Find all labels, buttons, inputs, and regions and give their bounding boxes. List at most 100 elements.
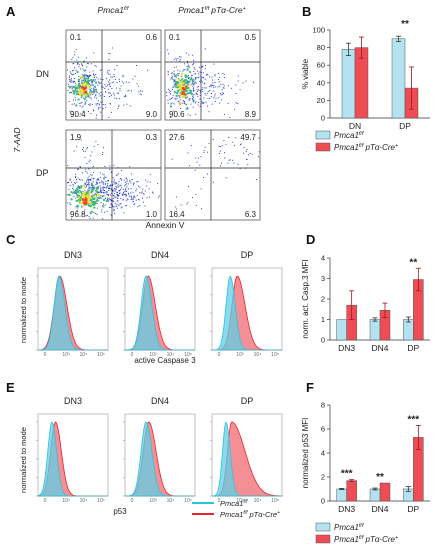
flow-event: [145, 185, 147, 187]
flow-event: [133, 196, 135, 198]
flow-event: [182, 70, 184, 72]
flow-event: [247, 164, 249, 166]
flow-event: [188, 75, 190, 77]
flow-event: [104, 184, 106, 186]
flow-event: [95, 94, 97, 96]
y-axis-label: % viable: [301, 58, 310, 89]
flow-event: [104, 190, 106, 192]
flow-event: [87, 94, 89, 97]
flow-event: [93, 52, 95, 54]
flow-event: [83, 147, 84, 149]
flow-event: [114, 196, 116, 198]
flow-event: [118, 92, 119, 94]
legend-swatch: [315, 534, 331, 544]
flow-event: [85, 85, 87, 88]
flow-event: [75, 84, 77, 86]
flow-event: [97, 178, 99, 180]
flow-event: [116, 174, 118, 176]
flow-event: [140, 90, 141, 92]
flow-event: [125, 177, 127, 179]
flow-event: [188, 66, 190, 68]
flow-event: [128, 188, 129, 190]
flow-event: [202, 90, 204, 92]
flow-event: [180, 204, 182, 206]
flow-event: [131, 90, 132, 92]
flow-event: [233, 162, 235, 164]
flow-event: [188, 77, 190, 79]
flow-event: [84, 74, 86, 76]
flow-event: [117, 200, 119, 202]
flow-event: [75, 139, 77, 141]
flow-event: [90, 85, 92, 87]
flow-event: [201, 77, 203, 79]
flow-event: [187, 81, 189, 83]
hist-c-tick-label: 0: [131, 352, 134, 358]
flow-event: [87, 86, 90, 89]
flow-event: [168, 53, 170, 55]
flow-event: [186, 83, 189, 86]
flow-event: [77, 98, 80, 101]
flow-event: [225, 177, 227, 179]
flow-event: [121, 170, 123, 172]
flow-event: [106, 191, 108, 193]
flow-plot: 0.1 0.6 90.4 9.0: [65, 29, 162, 121]
flow-event: [191, 74, 193, 76]
flow-event: [119, 192, 121, 194]
flow-event: [79, 166, 81, 168]
flow-event: [74, 96, 76, 98]
flow-event: [173, 80, 175, 82]
flow-event: [129, 166, 131, 168]
flow-event: [212, 79, 213, 81]
flow-event: [132, 182, 134, 184]
flow-event: [100, 197, 102, 199]
bar-chart-d: 0 1 2 3 4 norm. act. Casp.3 MFI DN3 DN4 DP **: [301, 254, 430, 353]
flow-event: [189, 78, 192, 81]
flow-event: [167, 88, 169, 90]
flow-event: [132, 78, 134, 80]
flow-event: [100, 190, 102, 191]
flow-event: [203, 77, 205, 79]
flow-event: [222, 87, 224, 89]
flow-event: [255, 179, 257, 180]
flow-event: [213, 85, 215, 87]
flow-event: [91, 185, 93, 186]
flow-event: [109, 194, 111, 196]
flow-event: [89, 204, 92, 207]
flow-event: [205, 94, 207, 96]
flow-event: [143, 193, 145, 195]
flow-event: [84, 198, 87, 201]
flow-event: [172, 72, 174, 74]
flow-event: [109, 96, 111, 97]
flow-event: [81, 106, 83, 108]
flow-event: [100, 177, 102, 179]
flow-event: [90, 186, 92, 188]
flow-event: [76, 189, 79, 192]
flow-event: [82, 195, 86, 198]
flow-event: [93, 178, 95, 179]
flow-event: [105, 176, 107, 178]
flow-event: [90, 201, 93, 204]
flow-event: [187, 87, 190, 90]
y-tick-label: 40: [317, 78, 325, 87]
flow-event: [133, 182, 135, 184]
flow-event: [94, 192, 96, 194]
flow-event: [199, 94, 201, 96]
flow-event: [138, 199, 140, 201]
flow-event: [116, 174, 118, 176]
flow-event: [245, 150, 247, 152]
flow-row-label-dp: DP: [36, 168, 49, 178]
flow-event: [186, 81, 188, 83]
flow-event: [170, 116, 172, 118]
flow-event: [104, 176, 106, 178]
flow-event: [136, 83, 138, 85]
flow-event: [119, 88, 121, 90]
flow-event: [82, 65, 84, 66]
flow-event: [184, 96, 187, 99]
significance-label: **: [401, 19, 409, 30]
flow-event: [217, 86, 219, 88]
flow-event: [75, 104, 78, 107]
flow-event: [73, 73, 75, 75]
flow-event: [80, 139, 82, 141]
flow-event: [103, 192, 105, 194]
